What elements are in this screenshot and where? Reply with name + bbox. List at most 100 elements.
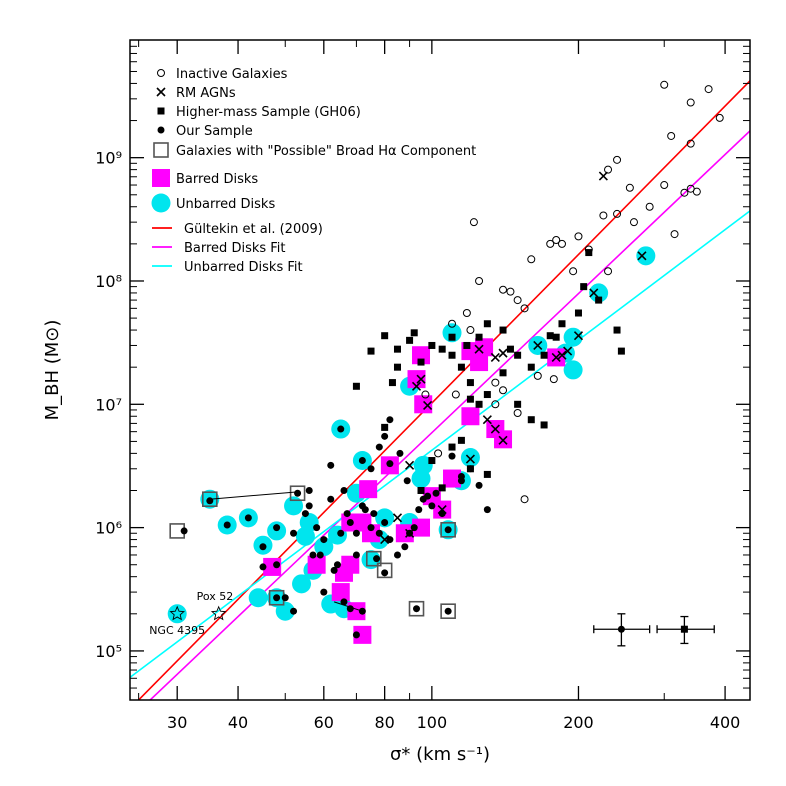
- data-point: [645, 202, 654, 211]
- data-point: [412, 346, 431, 365]
- data-point: [520, 495, 529, 504]
- data-point: [352, 529, 360, 537]
- data-point: [490, 352, 500, 362]
- data-point: [613, 326, 621, 334]
- data-point: [432, 489, 440, 497]
- data-point: [527, 255, 536, 264]
- data-point: [334, 563, 353, 582]
- data-point: [498, 435, 508, 445]
- annotations: Pox 52 NGC 4395: [149, 590, 233, 637]
- data-point: [380, 534, 390, 545]
- data-point: [412, 518, 431, 537]
- data-point: [598, 171, 608, 181]
- data-point: [636, 246, 656, 266]
- data-point: [273, 561, 281, 569]
- error-bar-marker: [680, 625, 688, 633]
- data-point: [206, 497, 214, 505]
- data-point: [438, 484, 446, 492]
- data-point: [613, 155, 622, 164]
- data-point: [423, 400, 433, 410]
- data-point: [580, 283, 588, 291]
- data-point: [444, 526, 452, 534]
- data-point: [305, 502, 313, 510]
- data-point: [491, 400, 500, 409]
- data-point: [552, 333, 560, 341]
- data-point: [330, 566, 338, 574]
- data-point: [388, 379, 396, 387]
- y-tick-label: 10⁵: [95, 642, 122, 661]
- y-tick-label: 10⁹: [95, 149, 122, 168]
- data-point: [406, 336, 414, 344]
- data-point: [284, 496, 304, 516]
- data-point: [563, 327, 583, 347]
- data-point: [625, 183, 634, 192]
- data-point: [460, 448, 480, 468]
- data-point: [381, 519, 389, 527]
- data-point: [395, 524, 414, 543]
- data-point: [451, 390, 460, 399]
- data-point: [434, 449, 443, 458]
- data-point: [457, 363, 465, 371]
- x-tick-label: 30: [167, 713, 187, 732]
- data-point: [499, 285, 508, 294]
- data-point: [483, 470, 491, 478]
- data-point: [381, 569, 389, 577]
- data-point: [499, 326, 507, 334]
- data-point: [513, 409, 522, 418]
- data-point: [313, 524, 321, 532]
- data-point: [499, 369, 507, 377]
- x-tick-label: 40: [228, 713, 248, 732]
- legend-swatch: [153, 142, 169, 158]
- data-point: [337, 529, 345, 537]
- data-point: [408, 600, 425, 617]
- legend-label: Galaxies with "Possible" Broad Hα Compon…: [176, 144, 476, 159]
- data-point: [465, 454, 475, 464]
- x-tick-label: 200: [563, 713, 594, 732]
- data-point: [715, 113, 724, 122]
- data-point: [301, 510, 309, 518]
- data-point: [314, 537, 334, 557]
- data-point: [414, 395, 433, 414]
- data-point: [346, 519, 354, 527]
- data-point: [462, 309, 471, 318]
- data-point: [589, 283, 609, 303]
- data-point: [405, 528, 415, 538]
- data-point: [273, 524, 281, 532]
- data-point: [361, 506, 369, 514]
- fit-lines: [130, 80, 750, 700]
- data-point: [491, 378, 500, 387]
- data-point: [290, 529, 298, 537]
- data-point: [442, 323, 462, 343]
- data-point: [358, 457, 366, 465]
- data-point: [506, 345, 514, 353]
- legend: Inactive Galaxies RM AGNs Higher-mass Samp…: [151, 67, 476, 275]
- data-point: [573, 331, 584, 341]
- plot-frame: [129, 39, 751, 701]
- data-point: [373, 555, 381, 563]
- annotation-pox52: Pox 52: [197, 590, 234, 603]
- data-point: [375, 529, 383, 537]
- data-point: [290, 607, 298, 615]
- data-point: [407, 370, 426, 389]
- legend-swatch: [151, 193, 171, 213]
- data-point: [475, 276, 484, 285]
- data-point: [585, 249, 593, 257]
- data-point: [448, 443, 456, 451]
- legend-swatch: [157, 126, 165, 134]
- data-point: [443, 469, 462, 488]
- data-point: [574, 309, 582, 317]
- data-point: [514, 400, 522, 408]
- fit-line: [130, 210, 750, 679]
- data-point: [558, 320, 566, 328]
- data-point: [259, 543, 267, 551]
- legend-label: Higher-mass Sample (GH06): [176, 105, 361, 120]
- data-point: [424, 492, 432, 500]
- legend-label: Our Sample: [176, 124, 253, 139]
- data-point: [413, 605, 421, 613]
- legend-label: Inactive Galaxies: [176, 67, 288, 82]
- data-point: [466, 326, 475, 335]
- connector-line: [333, 601, 363, 612]
- data-point: [692, 187, 701, 196]
- data-point: [574, 232, 583, 241]
- x-tick-label: 100: [417, 713, 448, 732]
